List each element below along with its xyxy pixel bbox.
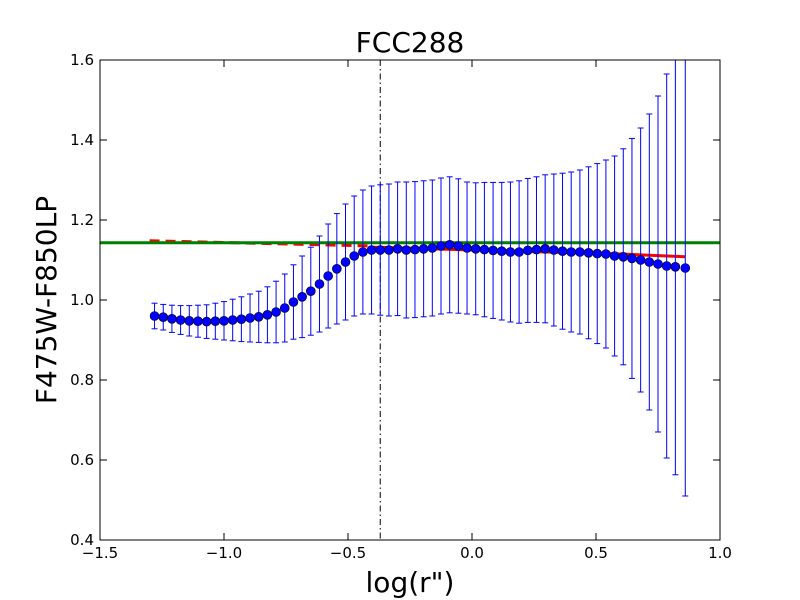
x-tick-label: 1.0 — [708, 544, 732, 562]
data-point — [479, 244, 490, 255]
y-tick-label: 1.6 — [70, 51, 94, 69]
data-point — [514, 247, 524, 257]
y-axis-label: F475W-F850LP — [30, 196, 63, 404]
x-tick-label: 0.0 — [460, 544, 484, 562]
data-point — [288, 297, 299, 307]
x-axis-label: log(r") — [366, 566, 455, 599]
y-tick-label: 1.4 — [70, 131, 94, 149]
data-point — [297, 291, 307, 302]
y-tick-label: 0.8 — [70, 371, 94, 389]
data-point — [496, 246, 507, 256]
data-point — [618, 251, 629, 262]
data-point — [253, 311, 264, 322]
data-point — [670, 261, 681, 272]
data-point — [167, 313, 177, 324]
data-point — [410, 244, 420, 255]
data-point — [149, 311, 160, 321]
data-point — [323, 271, 333, 281]
data-point — [314, 279, 325, 289]
data-point — [349, 251, 360, 261]
data-point — [601, 249, 611, 259]
data-point — [566, 247, 577, 257]
y-tick-label: 1.2 — [70, 211, 94, 229]
data-point — [384, 245, 394, 255]
data-point — [427, 243, 438, 253]
data-point — [332, 263, 342, 274]
data-point — [549, 245, 559, 255]
data-point — [575, 247, 585, 257]
data-point — [436, 241, 446, 251]
y-tick-label: 0.6 — [70, 451, 94, 469]
data-point — [522, 245, 533, 256]
data-point — [531, 244, 542, 255]
data-point — [271, 307, 281, 317]
data-point — [444, 240, 455, 250]
data-point — [644, 257, 655, 267]
data-point — [305, 286, 316, 297]
data-point — [401, 245, 412, 255]
data-point — [201, 316, 212, 327]
x-tick-label: −1.5 — [82, 544, 118, 562]
data-point — [627, 253, 637, 264]
y-tick-label: 0.4 — [70, 531, 94, 549]
data-point — [175, 315, 186, 325]
data-point — [210, 316, 221, 327]
plot-area — [100, 60, 720, 540]
data-point — [583, 248, 594, 258]
data-point — [453, 241, 464, 251]
x-tick-label: 0.5 — [584, 544, 608, 562]
data-point — [158, 312, 169, 323]
x-tick-label: −1.0 — [206, 544, 242, 562]
data-point — [184, 315, 195, 326]
data-point — [470, 244, 481, 254]
data-point — [418, 244, 429, 254]
data-point — [653, 259, 663, 269]
data-point — [392, 244, 403, 254]
data-point — [609, 251, 620, 261]
data-point — [227, 315, 238, 325]
data-point — [505, 247, 516, 257]
data-point — [592, 248, 603, 259]
data-point — [375, 245, 386, 255]
data-point — [245, 313, 255, 323]
data-point — [462, 243, 472, 253]
data-point — [358, 247, 368, 257]
data-point — [193, 316, 203, 327]
x-tick-label: −0.5 — [330, 544, 366, 562]
data-point — [661, 261, 672, 271]
data-point — [488, 245, 498, 256]
data-point — [366, 245, 377, 255]
data-point — [540, 244, 550, 254]
y-tick-label: 1.0 — [70, 291, 94, 309]
data-point — [236, 314, 247, 325]
ticks: −1.5 −1.0 −0.5 0.0 0.5 1.0 0.4 0.6 0.8 1.0 1.2 1.4 1… — [70, 51, 732, 562]
data-point — [557, 246, 568, 256]
data-point — [219, 315, 229, 326]
data-point — [279, 303, 290, 313]
data-point — [680, 263, 691, 273]
data-point — [262, 309, 273, 320]
data-point — [635, 255, 646, 265]
data-point — [340, 257, 351, 267]
chart-title: FCC288 — [356, 26, 465, 59]
